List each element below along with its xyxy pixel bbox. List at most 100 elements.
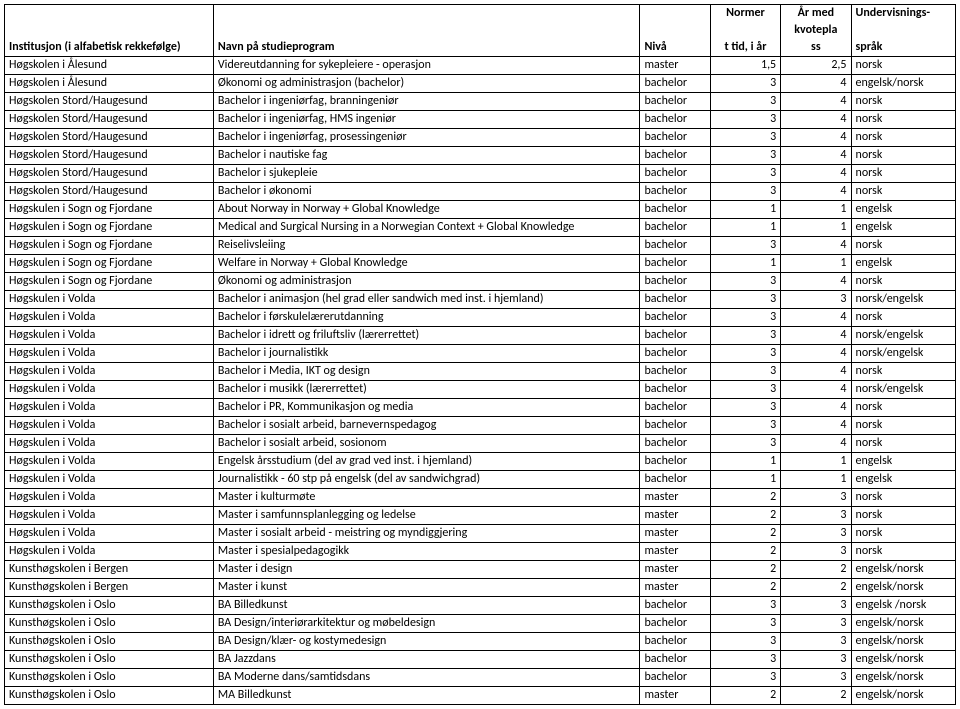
cell-nivaa: master [640,579,710,597]
cell-institusjon: Kunsthøgskolen i Oslo [5,687,214,705]
cell-program: Engelsk årsstudium (del av grad ved inst… [213,453,640,471]
table-row: Kunsthøgskolen i BergenMaster i kunstmas… [5,579,956,597]
table-header: Normer År med Undervisnings- kvotepla In… [5,5,956,57]
cell-institusjon: Høgskolen Stord/Haugesund [5,165,214,183]
table-row: Høgskolen Stord/HaugesundBachelor i sjuk… [5,165,956,183]
cell-program: BA Moderne dans/samtidsdans [213,669,640,687]
cell-aar: 4 [781,93,851,111]
cell-institusjon: Høgskolen i Ålesund [5,75,214,93]
header-sprak2: språk [851,39,955,57]
table-row: Høgskulen i VoldaMaster i samfunnsplanle… [5,507,956,525]
cell-aar: 4 [781,165,851,183]
cell-institusjon: Høgskolen Stord/Haugesund [5,147,214,165]
header-blank [710,22,780,39]
cell-nivaa: master [640,489,710,507]
header-nivaa: Nivå [640,39,710,57]
cell-sprak: engelsk/norsk [851,687,955,705]
cell-nivaa: bachelor [640,237,710,255]
cell-institusjon: Høgskulen i Volda [5,381,214,399]
cell-aar: 3 [781,615,851,633]
table-row: Kunsthøgskolen i OsloMA Billedkunstmaste… [5,687,956,705]
header-program: Navn på studieprogram [213,39,640,57]
cell-program: BA Design/interiørarkitektur og møbeldes… [213,615,640,633]
cell-nivaa: bachelor [640,615,710,633]
header-blank [640,22,710,39]
cell-institusjon: Kunsthøgskolen i Oslo [5,597,214,615]
cell-sprak: engelsk/norsk [851,651,955,669]
cell-aar: 2 [781,579,851,597]
cell-program: BA Billedkunst [213,597,640,615]
cell-aar: 2,5 [781,57,851,75]
cell-program: Master i kunst [213,579,640,597]
header-kvotepla: kvotepla [781,22,851,39]
cell-program: Bachelor i sosialt arbeid, sosionom [213,435,640,453]
cell-program: Bachelor i idrett og friluftsliv (lærerr… [213,327,640,345]
cell-sprak: norsk [851,237,955,255]
cell-nivaa: master [640,525,710,543]
cell-program: Bachelor i Media, IKT og design [213,363,640,381]
cell-aar: 4 [781,417,851,435]
cell-sprak: norsk [851,399,955,417]
cell-tid: 3 [710,597,780,615]
cell-aar: 1 [781,255,851,273]
cell-sprak: engelsk [851,453,955,471]
cell-nivaa: bachelor [640,633,710,651]
cell-sprak: engelsk [851,471,955,489]
cell-aar: 1 [781,453,851,471]
cell-nivaa: master [640,507,710,525]
cell-tid: 3 [710,363,780,381]
cell-tid: 2 [710,561,780,579]
cell-tid: 3 [710,435,780,453]
cell-institusjon: Kunsthøgskolen i Bergen [5,579,214,597]
header-institusjon: Institusjon (i alfabetisk rekkefølge) [5,39,214,57]
table-row: Høgskolen Stord/HaugesundBachelor i inge… [5,111,956,129]
cell-program: Bachelor i ingeniørfag, branningeniør [213,93,640,111]
cell-tid: 3 [710,417,780,435]
cell-institusjon: Høgskolen Stord/Haugesund [5,93,214,111]
cell-program: Master i spesialpedagogikk [213,543,640,561]
cell-program: Reiselivsleiing [213,237,640,255]
cell-tid: 3 [710,633,780,651]
header-blank [213,22,640,39]
cell-institusjon: Høgskulen i Volda [5,309,214,327]
cell-aar: 4 [781,237,851,255]
table-row: Høgskolen Stord/HaugesundBachelor i inge… [5,93,956,111]
cell-aar: 2 [781,561,851,579]
cell-institusjon: Høgskulen i Volda [5,525,214,543]
cell-institusjon: Høgskulen i Sogn og Fjordane [5,237,214,255]
cell-sprak: engelsk [851,255,955,273]
cell-sprak: norsk [851,93,955,111]
table-row: Høgskulen i Sogn og FjordaneReiselivslei… [5,237,956,255]
cell-program: Master i samfunnsplanlegging og ledelse [213,507,640,525]
table-row: Høgskulen i VoldaBachelor i musikk (lære… [5,381,956,399]
cell-nivaa: bachelor [640,345,710,363]
cell-tid: 3 [710,399,780,417]
cell-sprak: norsk [851,543,955,561]
cell-sprak: norsk [851,273,955,291]
cell-institusjon: Høgskolen Stord/Haugesund [5,129,214,147]
cell-program: Videreutdanning for sykepleiere - operas… [213,57,640,75]
cell-tid: 3 [710,111,780,129]
cell-institusjon: Høgskolen i Ålesund [5,57,214,75]
cell-institusjon: Høgskolen Stord/Haugesund [5,183,214,201]
cell-tid: 3 [710,147,780,165]
cell-institusjon: Kunsthøgskolen i Oslo [5,669,214,687]
cell-sprak: norsk [851,435,955,453]
cell-program: Bachelor i nautiske fag [213,147,640,165]
cell-institusjon: Høgskulen i Sogn og Fjordane [5,219,214,237]
cell-nivaa: bachelor [640,471,710,489]
cell-aar: 3 [781,291,851,309]
header-blank [5,5,214,23]
cell-institusjon: Kunsthøgskolen i Oslo [5,615,214,633]
cell-sprak: norsk/engelsk [851,291,955,309]
cell-sprak: norsk [851,309,955,327]
study-program-table: Normer År med Undervisnings- kvotepla In… [4,4,956,705]
table-row: Kunsthøgskolen i OsloBA Design/interiøra… [5,615,956,633]
cell-tid: 3 [710,129,780,147]
cell-aar: 4 [781,75,851,93]
cell-program: Bachelor i PR, Kommunikasjon og media [213,399,640,417]
header-blank [5,22,214,39]
cell-nivaa: bachelor [640,75,710,93]
cell-institusjon: Høgskulen i Volda [5,507,214,525]
cell-institusjon: Høgskulen i Volda [5,363,214,381]
